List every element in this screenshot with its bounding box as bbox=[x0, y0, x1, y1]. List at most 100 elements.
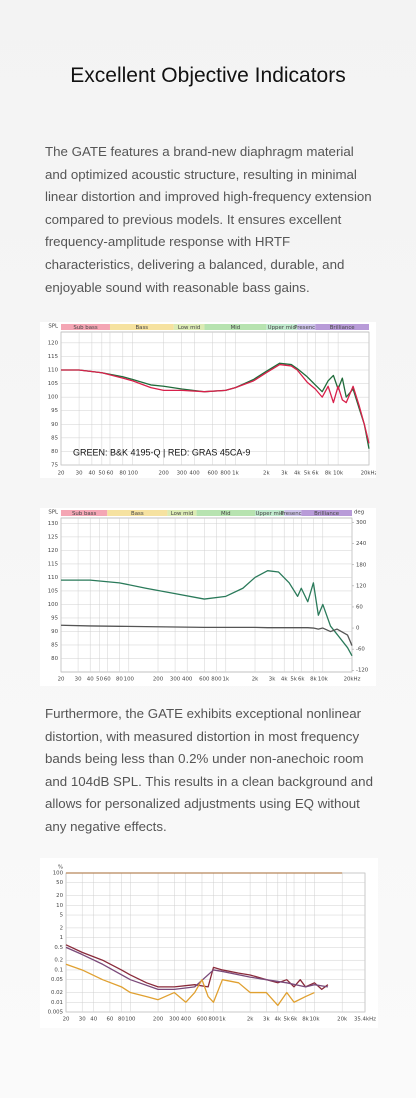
x-tick-label: 3k bbox=[269, 677, 276, 683]
band bbox=[297, 324, 316, 330]
y-tick-label: 95 bbox=[51, 408, 58, 414]
x-tick-label: 20k bbox=[337, 1017, 348, 1023]
data-line bbox=[60, 624, 353, 646]
distortion-chart: 20 30 40 60 80 100 200 300 400 600 800 1k 2k 3k 4k 5k 6k… bbox=[40, 858, 378, 1028]
y-tick-label: 0.005 bbox=[48, 1010, 63, 1016]
x-tick-label: 50 bbox=[98, 471, 105, 477]
y-tick-label: 85 bbox=[51, 435, 58, 441]
y-tick-label: 0.05 bbox=[51, 977, 63, 983]
y-tick-label: 100 bbox=[48, 395, 59, 401]
x-tick-label: 80 bbox=[118, 1017, 125, 1023]
x-tick-label: 10k bbox=[318, 677, 329, 683]
band-label: Upper mid bbox=[255, 511, 283, 517]
y-tick-label: 130 bbox=[48, 521, 59, 527]
x-tick-label: 800 bbox=[211, 677, 222, 683]
band bbox=[301, 510, 352, 516]
x-tick-label: 5k bbox=[283, 1017, 290, 1023]
data-line bbox=[61, 362, 370, 449]
data-line bbox=[65, 963, 315, 1007]
x-tick-label: 40 bbox=[87, 677, 94, 683]
x-tick-label: 60 bbox=[104, 677, 111, 683]
band bbox=[255, 510, 285, 516]
band-label: Low mid bbox=[171, 511, 194, 517]
band bbox=[266, 324, 298, 330]
band bbox=[61, 324, 110, 330]
x-tick-label: 6k bbox=[312, 471, 319, 477]
x-tick-label: 80 bbox=[116, 677, 123, 683]
x-tick-label: 400 bbox=[182, 677, 193, 683]
band-label: Sub bass bbox=[73, 325, 98, 331]
x-tick-label: 60 bbox=[106, 1017, 113, 1023]
y2-tick-label: 120 bbox=[356, 583, 367, 589]
y-tick-label: 115 bbox=[48, 354, 58, 360]
x-tick-label: 2k bbox=[247, 1017, 254, 1023]
y-tick-label: 0.2 bbox=[54, 958, 63, 964]
x-tick-label: 600 bbox=[197, 1017, 208, 1023]
y-tick-label: 50 bbox=[56, 880, 63, 886]
x-tick-label: 1k bbox=[223, 677, 230, 683]
band bbox=[196, 510, 255, 516]
x-tick-label: 40 bbox=[88, 471, 95, 477]
x-tick-label: 50 bbox=[96, 677, 103, 683]
x-tick-label: 2k bbox=[252, 677, 259, 683]
x-tick-label: 20kHz bbox=[344, 677, 361, 683]
band bbox=[315, 324, 369, 330]
y-axis-label: % bbox=[58, 865, 63, 871]
x-tick-label: 2k bbox=[263, 471, 270, 477]
y-tick-label: 80 bbox=[51, 656, 58, 662]
x-tick-label: 800 bbox=[220, 471, 231, 477]
x-tick-label: 8k bbox=[302, 1017, 309, 1023]
y-axis-label: SPL bbox=[48, 324, 58, 330]
y-tick-label: 120 bbox=[48, 340, 59, 346]
x-tick-label: 30 bbox=[79, 1017, 86, 1023]
band-label: Presence bbox=[294, 325, 319, 331]
data-line bbox=[61, 363, 370, 444]
x-tick-label: 100 bbox=[128, 471, 139, 477]
x-tick-label: 400 bbox=[189, 471, 200, 477]
band-label: Sub bass bbox=[72, 511, 97, 517]
plot-frame bbox=[60, 517, 353, 673]
y-tick-label: 1 bbox=[60, 935, 63, 941]
x-tick-label: 200 bbox=[153, 1017, 164, 1023]
y2-axis-label: deg bbox=[354, 510, 364, 516]
y-tick-label: 105 bbox=[48, 381, 58, 387]
y-tick-label: 125 bbox=[48, 534, 58, 540]
x-tick-label: 4k bbox=[275, 1017, 282, 1023]
x-tick-label: 10k bbox=[333, 471, 344, 477]
y2-tick-label: 60 bbox=[356, 604, 363, 610]
y-axis-label: SPL bbox=[48, 510, 58, 516]
paragraph: Furthermore, the GATE exhibits exception… bbox=[45, 706, 373, 834]
x-tick-label: 300 bbox=[177, 471, 188, 477]
x-tick-label: 400 bbox=[181, 1017, 192, 1023]
y-tick-label: 100 bbox=[48, 602, 59, 608]
band-label: Mid bbox=[231, 325, 241, 331]
band bbox=[284, 510, 302, 516]
y2-tick-label: 0 bbox=[356, 626, 360, 632]
band-label: Brilliance bbox=[314, 511, 340, 517]
x-tick-label: 5k bbox=[304, 471, 311, 477]
y-tick-label: 95 bbox=[51, 615, 58, 621]
x-tick-label: 8k bbox=[325, 471, 332, 477]
annotation: GREEN: B&K 4195-Q | RED: GRAS 45CA-9 bbox=[73, 447, 250, 457]
plot-frame bbox=[65, 872, 366, 1013]
x-tick-label: 1k bbox=[219, 1017, 226, 1023]
y-tick-label: 10 bbox=[56, 903, 63, 909]
x-tick-label: 1k bbox=[232, 471, 239, 477]
band-label: Presence bbox=[281, 511, 306, 517]
band bbox=[173, 324, 205, 330]
band-label: Mid bbox=[221, 511, 231, 517]
band bbox=[107, 510, 168, 516]
paragraph: The GATE features a brand-new diaphragm … bbox=[45, 144, 372, 295]
title: Excellent Objective Indicators bbox=[70, 64, 346, 87]
y-tick-label: 85 bbox=[51, 642, 58, 648]
x-tick-label: 6k bbox=[291, 1017, 298, 1023]
x-tick-label: 200 bbox=[159, 471, 170, 477]
y-tick-label: 0.01 bbox=[51, 1000, 63, 1006]
band bbox=[61, 510, 108, 516]
x-tick-label: 4k bbox=[294, 471, 301, 477]
y-tick-label: 105 bbox=[48, 588, 58, 594]
y-tick-label: 100 bbox=[53, 871, 64, 877]
x-tick-label: 40 bbox=[90, 1017, 97, 1023]
